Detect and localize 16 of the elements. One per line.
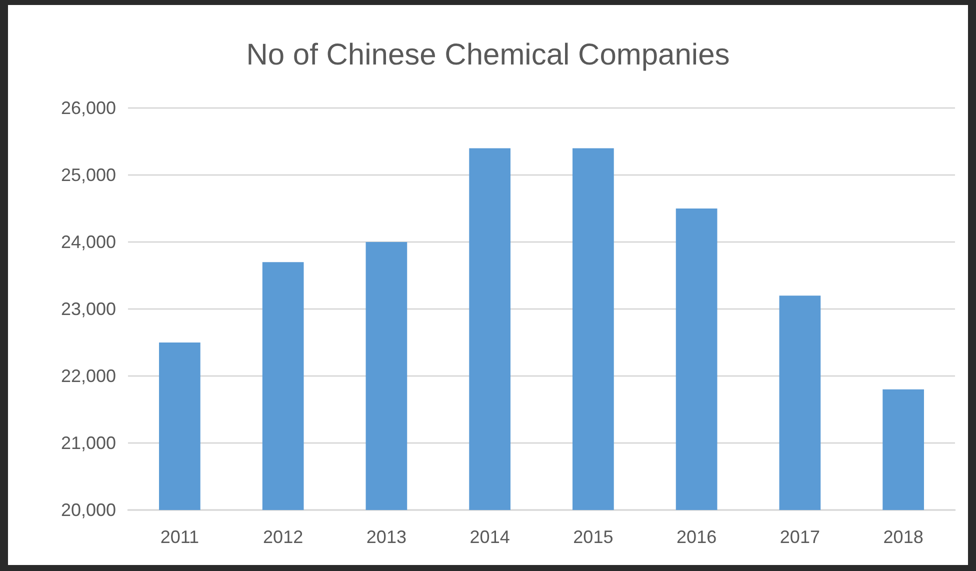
chart-title: No of Chinese Chemical Companies [246,38,730,72]
x-tick-label: 2012 [263,527,304,547]
x-tick-label: 2016 [676,527,717,547]
y-tick-label: 23,000 [60,299,116,319]
x-tick-label: 2018 [883,527,924,547]
x-tick-label: 2014 [470,527,510,547]
y-tick-label: 20,000 [60,500,116,520]
x-tick-label: 2011 [160,527,200,547]
y-tick-label: 21,000 [60,433,116,453]
x-tick-label: 2015 [573,527,614,547]
x-tick-label: 2013 [366,527,406,547]
y-tick-label: 26,000 [60,98,116,118]
y-tick-label: 22,000 [60,366,116,386]
x-tick-label: 2017 [780,527,820,547]
y-tick-label: 24,000 [60,232,116,252]
y-tick-label: 25,000 [60,165,116,185]
